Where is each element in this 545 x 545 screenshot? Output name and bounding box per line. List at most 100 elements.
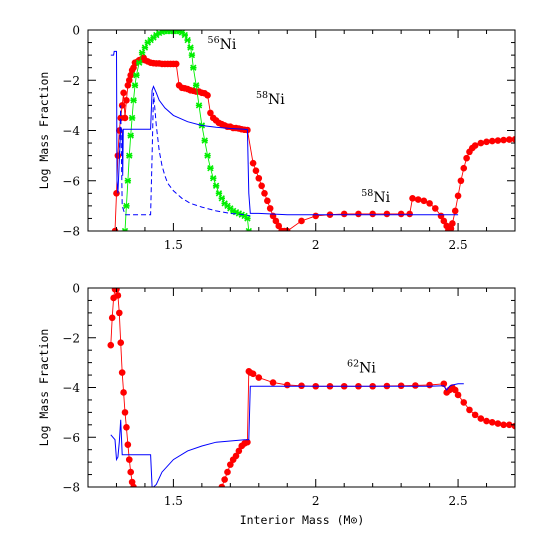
data-point xyxy=(224,468,231,476)
data-point xyxy=(121,409,129,416)
y-tick-label: −4 xyxy=(62,124,80,138)
data-point xyxy=(275,222,283,230)
data-point xyxy=(120,389,127,396)
data-point-cross xyxy=(212,182,220,189)
x-tick-label: 1.5 xyxy=(164,238,183,252)
data-point xyxy=(397,382,405,390)
y-tick-label: 0 xyxy=(72,24,80,38)
data-point xyxy=(130,483,137,487)
x-tick-label: 2.5 xyxy=(449,494,468,508)
plot-area xyxy=(107,288,515,487)
data-point-cross xyxy=(126,152,133,159)
data-point xyxy=(409,195,416,202)
data-point xyxy=(312,212,320,220)
data-point xyxy=(440,217,448,225)
data-point xyxy=(172,60,180,68)
y-tick-label: −6 xyxy=(62,174,80,188)
data-point xyxy=(272,217,280,225)
x-tick-label: 2 xyxy=(312,494,320,508)
data-point xyxy=(258,182,265,190)
data-point xyxy=(123,97,130,104)
data-point xyxy=(426,200,433,207)
data-point xyxy=(451,207,459,215)
top-panel: 1.5 2 2.5 0 −2 −4 −6 −8 Log Mass Fraction 56Ni 58N… xyxy=(37,24,516,252)
data-point xyxy=(121,114,129,122)
data-point xyxy=(397,210,405,218)
data-point-cross xyxy=(190,64,197,71)
data-point xyxy=(477,415,485,422)
data-point-cross xyxy=(207,165,214,172)
y-tick-label: −6 xyxy=(62,431,80,445)
data-point-cross xyxy=(187,44,194,51)
x-tick-label: 2 xyxy=(312,238,320,252)
data-point-cross xyxy=(130,97,137,104)
data-point xyxy=(252,167,260,174)
data-point-cross xyxy=(192,82,200,89)
data-point xyxy=(477,139,485,147)
data-point xyxy=(244,438,251,446)
data-point xyxy=(506,136,513,143)
isotope-annotation: 58Ni xyxy=(361,188,390,206)
isotope-annotation: 58Ni xyxy=(256,90,285,108)
data-point-cross xyxy=(136,59,143,66)
data-point xyxy=(500,136,507,144)
data-point xyxy=(494,420,502,427)
data-point xyxy=(221,476,228,483)
data-point-cross xyxy=(181,31,188,39)
data-point-cross xyxy=(245,227,253,231)
data-point xyxy=(128,478,136,486)
data-point xyxy=(488,137,496,145)
data-point xyxy=(123,424,130,431)
data-point xyxy=(340,210,348,218)
data-point xyxy=(107,341,115,349)
data-point xyxy=(261,190,268,197)
data-point-cross xyxy=(138,49,146,56)
data-point xyxy=(255,374,263,381)
data-point-cross xyxy=(210,175,217,182)
data-point xyxy=(471,411,479,419)
data-point xyxy=(506,421,513,429)
data-point xyxy=(125,456,133,463)
data-point-cross xyxy=(133,72,140,79)
data-point-cross xyxy=(204,152,211,159)
data-point xyxy=(451,386,459,394)
data-point-cross xyxy=(124,177,132,184)
data-point xyxy=(127,71,134,79)
data-point-cross xyxy=(218,195,225,202)
data-point xyxy=(118,102,126,109)
data-point-cross xyxy=(141,44,149,51)
data-point xyxy=(249,159,257,167)
y-tick-label: −2 xyxy=(62,331,80,345)
y-axis-title: Log Mass Fraction xyxy=(37,329,51,447)
data-point-cross xyxy=(184,36,191,44)
data-point xyxy=(124,441,132,449)
data-point-cross xyxy=(127,132,134,139)
data-point xyxy=(207,109,214,117)
data-point xyxy=(218,483,226,487)
data-point xyxy=(124,81,132,89)
data-point xyxy=(449,220,456,227)
data-point-cross xyxy=(188,51,196,59)
y-tick-label: 0 xyxy=(72,282,80,296)
data-point xyxy=(420,197,428,205)
data-point xyxy=(114,292,122,299)
data-point xyxy=(108,314,116,322)
data-point xyxy=(500,421,507,429)
data-point xyxy=(355,210,362,218)
isotope-annotation: 62Ni xyxy=(347,359,376,377)
y-axis-title: Log Mass Fraction xyxy=(37,72,51,190)
data-point xyxy=(454,192,462,200)
data-point xyxy=(249,370,257,378)
data-point xyxy=(369,210,376,218)
data-point xyxy=(406,210,413,218)
y-tick-label: −8 xyxy=(62,481,80,495)
data-point xyxy=(120,89,127,97)
data-point xyxy=(204,92,211,99)
bottom-panel: 1.5 2 2.5 0 −2 −4 −6 −8 Log Mass Fraction 62Ni xyxy=(37,282,516,508)
data-point xyxy=(471,142,479,149)
data-point xyxy=(488,419,496,426)
data-point-cross xyxy=(121,227,129,231)
data-point xyxy=(426,381,433,389)
data-point xyxy=(483,417,490,425)
